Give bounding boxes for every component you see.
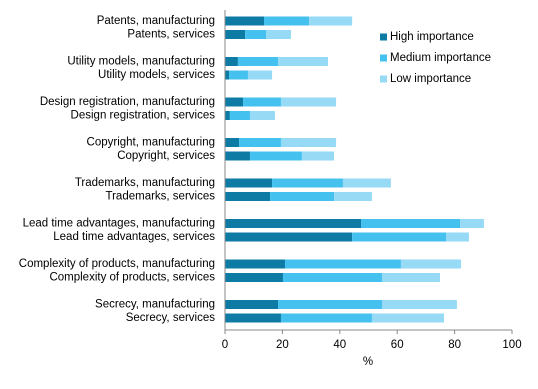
bar-segment	[225, 300, 279, 309]
bar-segment	[225, 57, 238, 66]
y-tick-label: Utility models, manufacturing	[67, 56, 215, 68]
bar-segment	[381, 273, 440, 282]
bar-segment	[334, 192, 372, 201]
y-tick-label: Secrecy, services	[126, 312, 216, 324]
y-tick-label: Utility models, services	[98, 69, 215, 81]
y-tick-label: Copyright, manufacturing	[87, 137, 215, 149]
bar-segment	[278, 300, 382, 309]
x-tick-label: 0	[222, 339, 228, 351]
legend-label: Medium importance	[390, 52, 491, 64]
bar-segment	[381, 300, 457, 309]
bar-segment	[249, 111, 275, 120]
bar-segment	[237, 57, 279, 66]
y-tick-label: Lead time advantages, services	[53, 231, 215, 243]
bar-segment	[445, 232, 469, 242]
bar-segment	[225, 97, 244, 107]
bar-segment	[225, 259, 285, 269]
legend-label: Low importance	[390, 73, 471, 85]
y-tick-label: Complexity of products, services	[49, 272, 215, 284]
bar-segment	[239, 138, 281, 147]
bar-segment	[301, 151, 335, 161]
bar-segment	[280, 313, 372, 323]
bar-segment	[309, 16, 353, 26]
y-tick-label: Lead time advantages, manufacturing	[23, 218, 215, 230]
bar-segment	[272, 178, 343, 188]
bar-segment	[266, 30, 292, 39]
x-tick-label: 80	[448, 339, 461, 351]
bar-segment	[225, 313, 281, 323]
bar-segment	[225, 151, 250, 161]
y-tick-label: Secrecy, manufacturing	[95, 299, 215, 311]
bar-segment	[278, 57, 329, 66]
bar-segment	[361, 219, 461, 228]
x-axis-label: %	[363, 356, 373, 368]
bar-segment	[270, 192, 335, 201]
bar-segment	[225, 16, 265, 26]
y-tick-label: Complexity of products, manufacturing	[19, 258, 215, 270]
bar-segment	[249, 151, 302, 161]
bar-segment	[225, 178, 273, 188]
bar-segment	[225, 138, 240, 147]
x-tick-label: 40	[333, 339, 346, 351]
y-tick-label: Patents, services	[127, 29, 215, 41]
y-tick-label: Patents, manufacturing	[97, 15, 215, 27]
bar-segment	[371, 313, 444, 323]
x-tick-label: 60	[391, 339, 404, 351]
y-tick-label: Trademarks, services	[106, 191, 216, 203]
legend-swatch	[380, 54, 387, 62]
bar-segment	[225, 192, 271, 201]
bar-segment	[225, 219, 362, 228]
bar-segment	[225, 232, 353, 242]
x-tick-label: 100	[502, 339, 521, 351]
y-tick-label: Design registration, services	[71, 110, 216, 122]
bar-segment	[400, 259, 461, 269]
bar-segment	[229, 70, 248, 80]
bar-segment	[342, 178, 391, 188]
y-tick-label: Copyright, services	[117, 150, 215, 162]
x-tick-label: 20	[276, 339, 289, 351]
bar-segment	[229, 111, 250, 120]
bar-segment	[247, 70, 273, 80]
bar-segment	[225, 30, 246, 39]
bar-segment	[280, 97, 337, 107]
bar-segment	[225, 111, 230, 120]
bar-segment	[225, 70, 230, 80]
bar-segment	[243, 97, 281, 107]
y-tick-label: Design registration, manufacturing	[40, 96, 215, 108]
bar-segment	[245, 30, 267, 39]
bar-segment	[282, 273, 382, 282]
legend-swatch	[380, 33, 387, 41]
bar-segment	[284, 259, 401, 269]
legend-swatch	[380, 75, 387, 83]
bar-segment	[280, 138, 337, 147]
legend-label: High importance	[390, 31, 474, 43]
bar-segment	[352, 232, 446, 242]
bar-segment	[225, 273, 283, 282]
bar-segment	[460, 219, 484, 228]
y-tick-label: Trademarks, manufacturing	[75, 177, 215, 189]
bar-segment	[264, 16, 310, 26]
